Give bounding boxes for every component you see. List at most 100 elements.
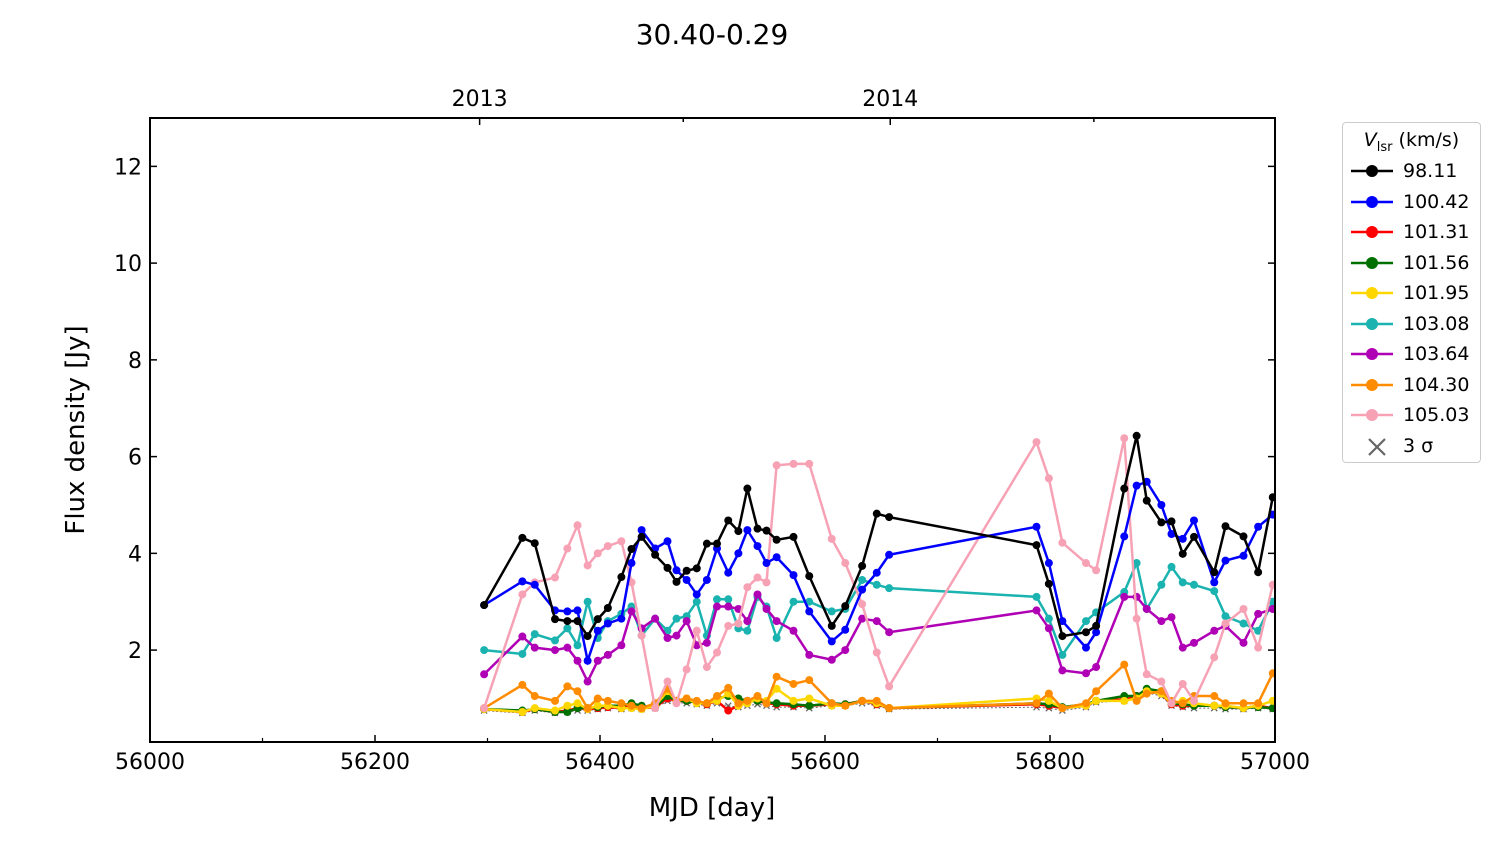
data-point <box>583 677 592 686</box>
data-point <box>651 704 660 713</box>
data-point <box>1210 578 1219 587</box>
data-point <box>885 682 894 691</box>
data-point <box>573 699 582 708</box>
sigma-x-icon <box>1368 437 1386 456</box>
data-point <box>1239 619 1248 628</box>
data-point <box>1221 522 1230 531</box>
data-point <box>1058 632 1067 641</box>
data-point <box>1082 628 1090 637</box>
data-point <box>1032 522 1041 531</box>
data-point <box>563 708 572 717</box>
series-100.42 <box>480 477 1275 666</box>
data-point <box>858 585 867 594</box>
data-point <box>1044 579 1053 588</box>
data-point <box>551 615 559 624</box>
y-tick-label: 8 <box>128 349 142 374</box>
data-point <box>1032 541 1041 550</box>
data-point <box>682 575 691 584</box>
legend-label: 3 σ <box>1403 434 1434 457</box>
legend: Vlsr (km/s) 98.11 100.42 101.31 101.56 101.9… <box>1342 122 1481 463</box>
data-point <box>1268 669 1275 678</box>
legend-marker-icon <box>1366 195 1378 208</box>
legend-swatch <box>1351 195 1393 208</box>
data-point <box>805 676 814 685</box>
data-point <box>1268 704 1275 713</box>
data-point <box>1254 609 1263 618</box>
data-point <box>872 580 881 589</box>
data-point <box>702 575 711 584</box>
legend-marker-icon <box>1366 348 1378 360</box>
data-point <box>1178 643 1187 652</box>
data-point <box>1058 617 1067 626</box>
legend-label: 101.31 <box>1403 221 1470 243</box>
data-point <box>627 544 636 553</box>
legend-item: 101.95 <box>1349 278 1479 308</box>
data-point <box>805 650 814 659</box>
data-point <box>789 532 798 541</box>
data-point <box>617 537 626 546</box>
legend-label: 105.03 <box>1403 404 1470 426</box>
data-point <box>885 513 894 522</box>
legend-title-unit: (km/s) <box>1392 129 1460 151</box>
legend-label: 101.95 <box>1403 282 1470 304</box>
data-point <box>672 577 681 586</box>
data-point <box>1044 614 1053 623</box>
data-point <box>772 617 781 626</box>
data-point <box>713 692 721 701</box>
data-point <box>1239 699 1248 708</box>
data-point <box>724 595 733 604</box>
data-point <box>1092 628 1101 637</box>
legend-item: 101.56 <box>1349 248 1479 278</box>
data-point <box>627 701 636 710</box>
data-point <box>627 607 636 616</box>
data-point <box>713 602 721 611</box>
legend-title-var: V <box>1363 129 1377 151</box>
data-point <box>734 699 743 708</box>
legend-marker-icon <box>1366 256 1378 269</box>
data-point <box>827 621 836 630</box>
data-point <box>1190 696 1198 705</box>
plot-frame <box>149 117 1276 743</box>
data-point <box>563 682 572 691</box>
data-point <box>1132 614 1141 623</box>
data-point <box>1210 568 1219 577</box>
data-point <box>858 600 867 609</box>
data-point <box>563 617 572 626</box>
data-point <box>518 577 527 586</box>
data-point <box>1032 592 1041 601</box>
data-point <box>593 701 602 710</box>
data-point <box>858 575 867 584</box>
data-point <box>1178 534 1187 543</box>
data-point <box>789 679 798 688</box>
legend-label: 104.30 <box>1403 373 1470 396</box>
top-tick-label: 2014 <box>862 87 918 112</box>
data-point <box>702 699 711 708</box>
data-point <box>1132 481 1141 490</box>
legend-swatch <box>1351 317 1393 330</box>
data-point <box>682 566 691 575</box>
data-point <box>1268 604 1275 613</box>
data-point <box>480 646 489 655</box>
data-point <box>753 542 762 551</box>
y-tick-label: 4 <box>128 542 142 567</box>
legend-marker-icon <box>1366 409 1378 421</box>
data-point <box>651 614 660 623</box>
data-point <box>762 559 771 568</box>
data-point <box>1082 643 1090 652</box>
legend-label: 103.08 <box>1403 312 1470 335</box>
data-point <box>573 521 582 530</box>
legend-swatch <box>1351 348 1393 360</box>
data-point <box>663 634 672 642</box>
data-point <box>692 590 701 599</box>
legend-swatch <box>1351 226 1393 238</box>
data-point <box>1120 660 1129 669</box>
data-point <box>563 643 572 652</box>
legend-title: Vlsr (km/s) <box>1343 129 1480 155</box>
data-point <box>692 564 701 573</box>
data-point <box>593 615 602 624</box>
data-point <box>617 573 626 582</box>
data-point <box>724 568 733 577</box>
data-point <box>885 584 894 593</box>
data-point <box>1044 689 1053 698</box>
